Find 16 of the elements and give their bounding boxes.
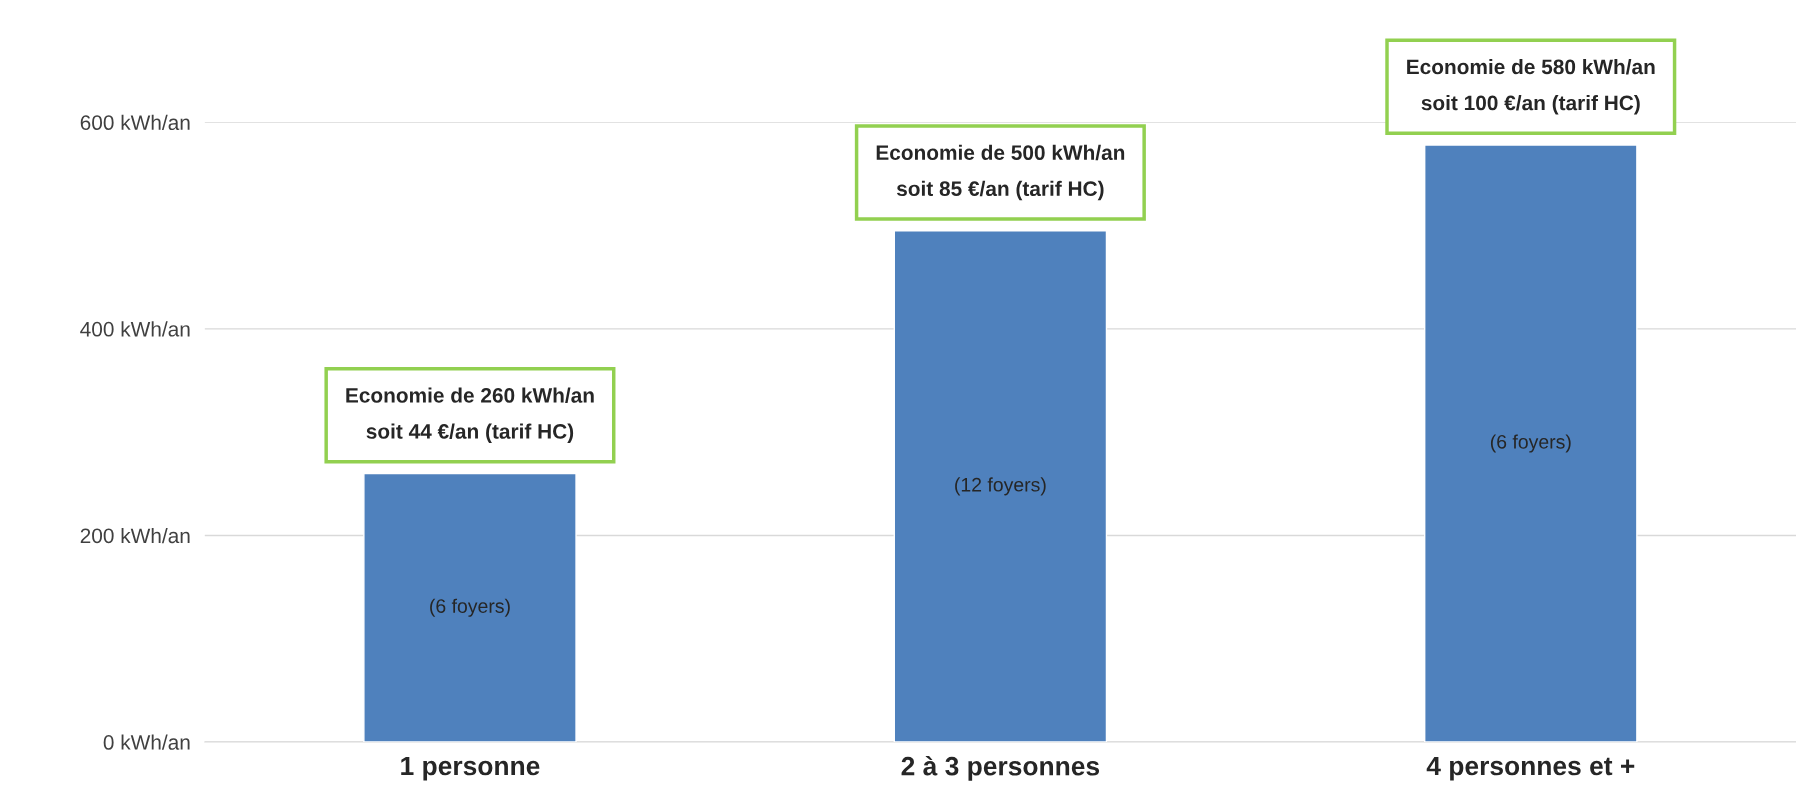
y-tick-label: 200 kWh/an xyxy=(80,527,190,544)
annotation: Economie de 260 kWh/an soit 44 €/an (tarif HC) xyxy=(346,387,594,443)
annotation: (6 foyers) xyxy=(430,598,510,617)
annotation: (12 foyers) xyxy=(955,477,1046,496)
x-tick-label: 1 personne xyxy=(401,756,540,781)
annotation: Economie de 580 kWh/an soit 100 €/an (tarif HC) xyxy=(1407,58,1655,115)
y-tick-label: 0 kWh/an xyxy=(103,734,190,750)
annotation: Economie de 500 kWh/an soit 85 €/an (tarif HC) xyxy=(876,144,1125,201)
x-tick-label: 4 personnes et + xyxy=(1426,756,1635,781)
bar xyxy=(893,230,1108,743)
annotation: (6 foyers) xyxy=(1490,434,1571,453)
bar xyxy=(363,472,577,743)
bar xyxy=(1424,144,1638,743)
y-tick-label: 600 kWh/an xyxy=(80,114,190,131)
x-tick-label: 2 à 3 personnes xyxy=(901,755,1100,781)
y-tick-label: 400 kWh/an xyxy=(80,321,190,337)
